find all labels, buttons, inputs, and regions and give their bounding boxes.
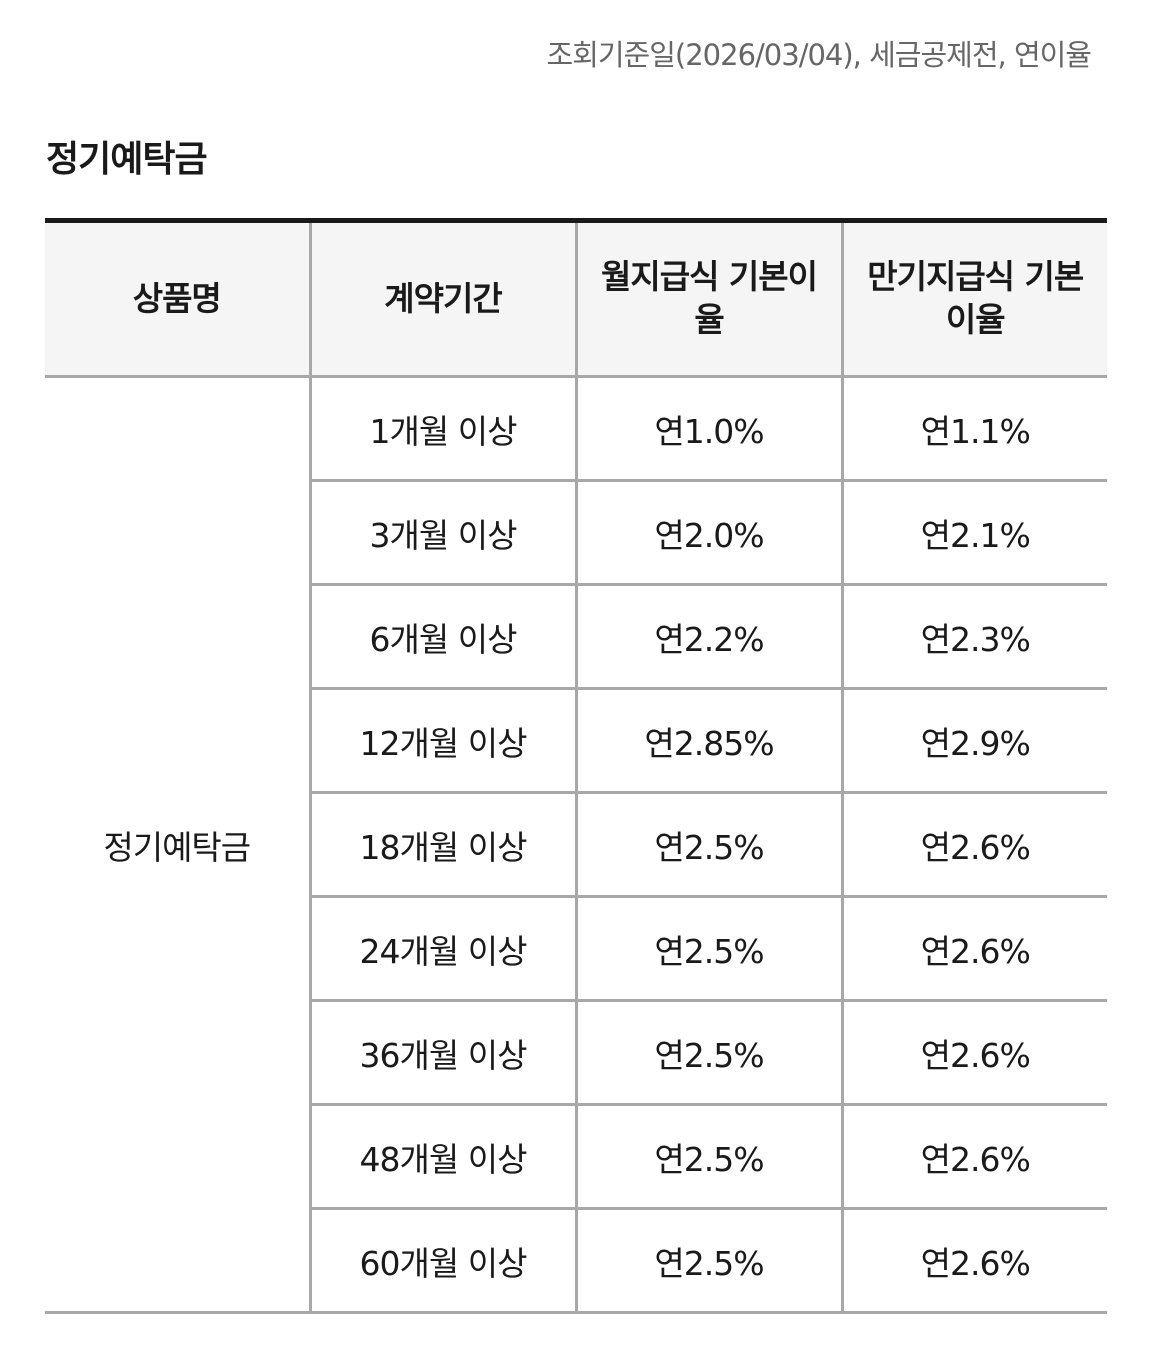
monthly-rate-cell: 연2.5% [576, 1105, 842, 1209]
monthly-rate-cell: 연1.0% [576, 377, 842, 481]
interest-rate-table: 상품명 계약기간 월지급식 기본이율 만기지급식 기본이율 정기예탁금 1개월 … [45, 218, 1107, 1314]
term-cell: 36개월 이상 [310, 1001, 576, 1105]
product-name-cell: 정기예탁금 [45, 377, 310, 1313]
header-product-name: 상품명 [45, 221, 310, 377]
section-title: 정기예탁금 [46, 130, 207, 182]
header-maturity-rate: 만기지급식 기본이율 [842, 221, 1107, 377]
term-cell: 1개월 이상 [310, 377, 576, 481]
term-cell: 60개월 이상 [310, 1209, 576, 1313]
maturity-rate-cell: 연2.9% [842, 689, 1107, 793]
maturity-rate-cell: 연2.6% [842, 1209, 1107, 1313]
term-cell: 24개월 이상 [310, 897, 576, 1001]
monthly-rate-cell: 연2.5% [576, 793, 842, 897]
monthly-rate-cell: 연2.5% [576, 897, 842, 1001]
monthly-rate-cell: 연2.2% [576, 585, 842, 689]
maturity-rate-cell: 연2.1% [842, 481, 1107, 585]
maturity-rate-cell: 연2.6% [842, 793, 1107, 897]
table-row: 정기예탁금 1개월 이상 연1.0% 연1.1% [45, 377, 1107, 481]
monthly-rate-cell: 연2.5% [576, 1209, 842, 1313]
rate-reference-notice: 조회기준일(2026/03/04), 세금공제전, 연이율 [547, 32, 1092, 74]
maturity-rate-cell: 연2.3% [842, 585, 1107, 689]
monthly-rate-cell: 연2.85% [576, 689, 842, 793]
maturity-rate-cell: 연1.1% [842, 377, 1107, 481]
header-monthly-rate: 월지급식 기본이율 [576, 221, 842, 377]
term-cell: 12개월 이상 [310, 689, 576, 793]
maturity-rate-cell: 연2.6% [842, 897, 1107, 1001]
maturity-rate-cell: 연2.6% [842, 1105, 1107, 1209]
table-header-row: 상품명 계약기간 월지급식 기본이율 만기지급식 기본이율 [45, 221, 1107, 377]
monthly-rate-cell: 연2.0% [576, 481, 842, 585]
term-cell: 18개월 이상 [310, 793, 576, 897]
term-cell: 6개월 이상 [310, 585, 576, 689]
maturity-rate-cell: 연2.6% [842, 1001, 1107, 1105]
term-cell: 3개월 이상 [310, 481, 576, 585]
monthly-rate-cell: 연2.5% [576, 1001, 842, 1105]
header-contract-term: 계약기간 [310, 221, 576, 377]
term-cell: 48개월 이상 [310, 1105, 576, 1209]
